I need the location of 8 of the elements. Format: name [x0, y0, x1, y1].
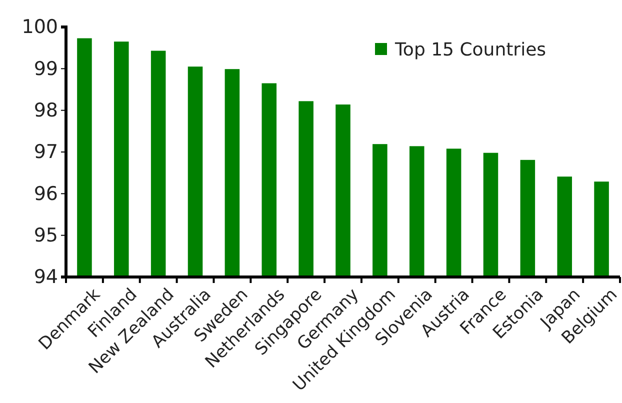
y-tick-label: 100 — [22, 16, 58, 38]
y-tick-label: 98 — [34, 99, 58, 122]
y-tick-label: 99 — [34, 58, 58, 80]
y-tick-label: 94 — [34, 266, 58, 288]
y-tick-label: 96 — [34, 182, 58, 205]
y-tick-label: 95 — [34, 224, 58, 246]
legend-label: Top 15 Countries — [394, 39, 546, 60]
y-tick-label: 97 — [34, 141, 58, 164]
